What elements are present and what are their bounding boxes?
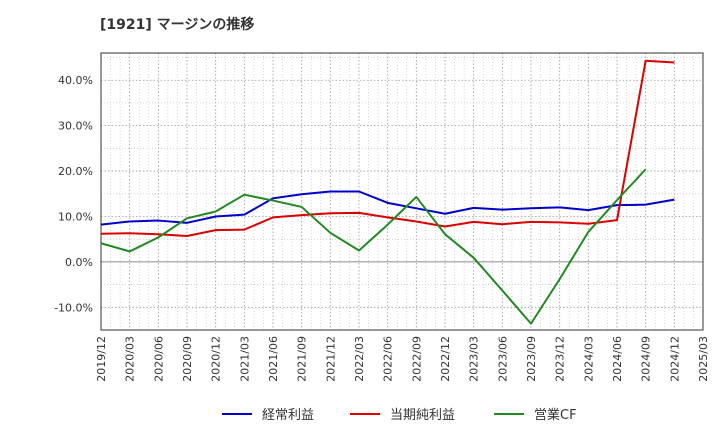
y-tick-label: 30.0% <box>58 120 93 133</box>
x-tick-label: 2021/03 <box>238 336 251 382</box>
legend: 経常利益 当期純利益 営業CF <box>222 407 577 423</box>
y-tick-label: 20.0% <box>58 165 93 178</box>
series-line-経常利益 <box>100 190 675 226</box>
x-tick-label: 2024/03 <box>582 336 595 382</box>
series-line-営業CF <box>100 168 647 325</box>
x-tick-label: 2023/12 <box>554 336 567 382</box>
chart-title: [1921] マージンの推移 <box>100 17 255 33</box>
series-lines <box>100 59 675 325</box>
x-tick-label: 2021/12 <box>324 336 337 382</box>
x-tick-label: 2019/12 <box>95 336 108 382</box>
x-tick-label: 2023/09 <box>525 336 538 382</box>
x-tick-label: 2022/03 <box>353 336 366 382</box>
x-tick-label: 2022/09 <box>410 336 423 382</box>
legend-label: 当期純利益 <box>390 408 455 423</box>
x-tick-label: 2022/06 <box>382 336 395 382</box>
series-line-当期純利益 <box>100 59 675 237</box>
x-tick-label: 2020/09 <box>181 336 194 382</box>
x-tick-label: 2020/06 <box>152 336 165 382</box>
y-tick-label: -10.0% <box>54 301 93 314</box>
x-tick-label: 2021/06 <box>267 336 280 382</box>
y-tick-label: 10.0% <box>58 210 93 223</box>
legend-label: 営業CF <box>534 407 577 423</box>
x-tick-label: 2023/06 <box>496 336 509 382</box>
x-tick-label: 2024/09 <box>640 336 653 382</box>
x-tick-label: 2025/03 <box>697 336 710 382</box>
x-tick-label: 2020/12 <box>210 336 223 382</box>
y-tick-label: 40.0% <box>58 74 93 87</box>
x-tick-label: 2024/06 <box>611 336 624 382</box>
x-tick-label: 2021/09 <box>296 336 309 382</box>
grid-lines <box>101 53 703 331</box>
y-axis-tick-labels: -10.0% 0.0% 10.0% 20.0% 30.0% 40.0% <box>54 74 93 314</box>
legend-label: 経常利益 <box>262 408 314 423</box>
x-axis-tick-labels: 2019/12 2020/03 2020/06 2020/09 2020/12 2021/… <box>95 336 710 382</box>
plot-area-frame <box>100 52 704 331</box>
x-tick-label: 2023/03 <box>468 336 481 382</box>
y-tick-label: 0.0% <box>65 256 93 269</box>
x-tick-label: 2022/12 <box>439 336 452 382</box>
x-tick-label: 2024/12 <box>668 336 681 382</box>
x-tick-label: 2020/03 <box>124 336 137 382</box>
